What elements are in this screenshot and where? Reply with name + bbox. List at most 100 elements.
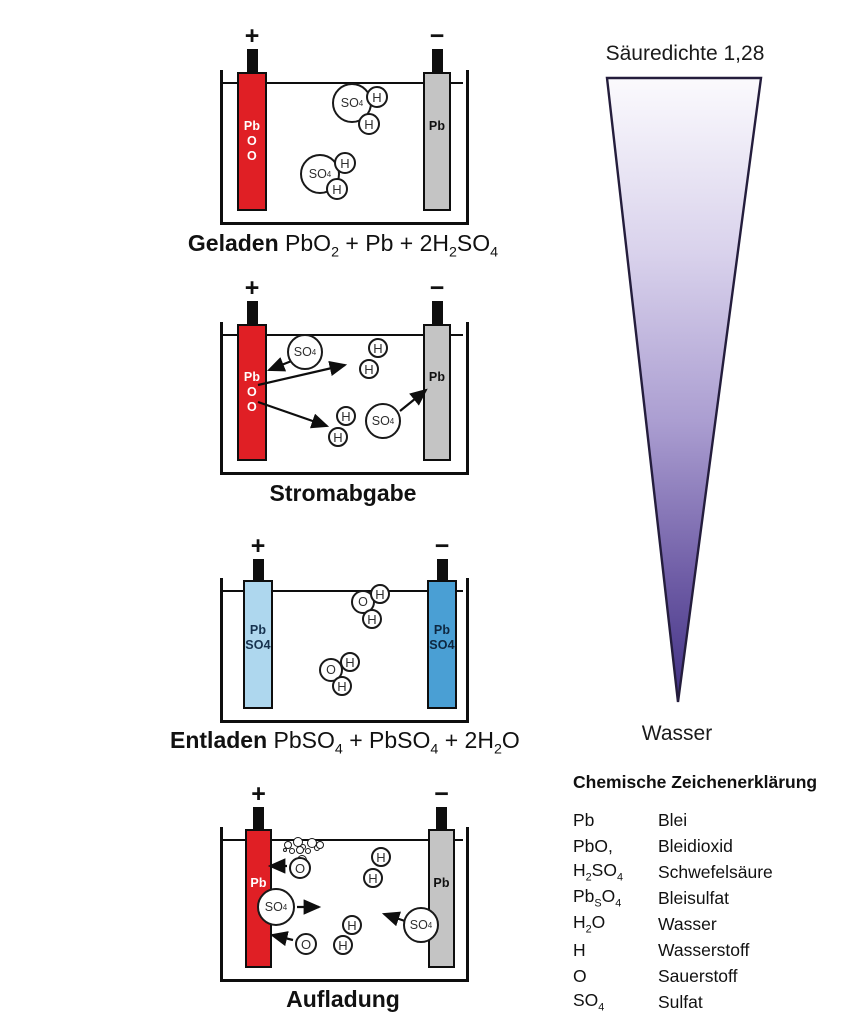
- electrode-label: Pb: [433, 875, 450, 890]
- water-label: Wasser: [641, 722, 713, 745]
- electrode-positive: Pb SO4: [243, 580, 273, 709]
- electrode-negative: Pb: [423, 72, 451, 211]
- electrode-label: Pb SO4: [429, 623, 455, 653]
- legend-row: H Wasserstoff: [573, 937, 833, 963]
- legend-name: Bleisulfat: [658, 887, 730, 908]
- electrode-label: Pb: [250, 875, 267, 890]
- legend-name: Blei: [658, 809, 688, 830]
- legend-row: O Sauerstoff: [573, 963, 833, 989]
- cell-stage-entladen: + Pb SO4− Pb SO4 O H H O H H Entladen PbSO4 + PbSO4…: [170, 534, 520, 767]
- electrode-label: Pb SO4: [245, 623, 271, 653]
- gas-bubble: [283, 848, 287, 852]
- terminal-post: [246, 49, 258, 76]
- molecule-h: H: [333, 935, 353, 955]
- legend-symbol: H2O: [573, 912, 606, 936]
- molecule-so4: SO 4: [403, 907, 439, 943]
- legend-name: Wasserstoff: [658, 939, 750, 960]
- legend-symbol: O: [573, 965, 587, 986]
- molecule-h: H: [359, 359, 379, 379]
- legend-symbol: SO4: [573, 990, 605, 1014]
- electrolyte-surface-line: [223, 82, 463, 85]
- terminal-post: [436, 559, 448, 584]
- molecule-h: H: [371, 847, 391, 867]
- legend-name: Schwefelsäure: [658, 861, 773, 882]
- stage-caption: Stromabgabe: [269, 480, 417, 506]
- terminal-post: [246, 301, 258, 328]
- terminal-post: [431, 49, 443, 76]
- flow-arrow: [257, 360, 348, 387]
- molecule-o: O: [295, 933, 317, 955]
- molecule-h: H: [370, 584, 390, 604]
- legend-row: Pb Blei: [573, 807, 833, 833]
- wedge-shape: [605, 76, 763, 703]
- gas-bubble: [305, 848, 311, 854]
- stage-caption: Aufladung: [286, 986, 400, 1012]
- terminal-post: [431, 301, 443, 328]
- legend-row: PbSO4 Bleisulfat: [573, 885, 833, 911]
- acid-density-gradient-wedge: [605, 76, 763, 703]
- molecule-so4: SO 4: [365, 403, 401, 439]
- legend-symbol: PbSO4: [573, 886, 622, 910]
- minus-terminal-sign: −: [429, 22, 445, 50]
- cell-stage-aufladung: + Pb − Pb O SO 4 O H H H H SO 4 Aufladung: [212, 782, 474, 1024]
- minus-terminal-sign: −: [434, 532, 450, 560]
- cell-stage-geladen: + Pb O O − Pb SO 4 H H SO 4 H H Geladen PbO2 + Pb + 2H…: [188, 24, 498, 270]
- tank: [220, 322, 469, 475]
- legend-name: Wasser: [658, 913, 717, 934]
- ion-flow-arrows: [257, 357, 428, 429]
- flow-arrow: [269, 931, 294, 947]
- molecule-h: H: [366, 86, 388, 108]
- legend-symbol: PbO,: [573, 835, 613, 856]
- plus-terminal-sign: +: [250, 532, 266, 560]
- molecule-so4: SO 4: [257, 888, 295, 926]
- tank: [220, 70, 469, 225]
- molecule-h: H: [342, 915, 362, 935]
- electrolyte-surface-line: [223, 839, 463, 842]
- ion-flow-arrows: [267, 858, 406, 947]
- electrode-label: Pb O O: [243, 369, 261, 414]
- gas-bubble: [289, 848, 295, 854]
- flow-arrow: [399, 388, 428, 412]
- legend-row: H2O Wasser: [573, 911, 833, 937]
- molecule-h: H: [332, 676, 352, 696]
- molecule-so4: SO 4: [287, 334, 323, 370]
- flow-arrow: [257, 400, 330, 429]
- plus-terminal-sign: +: [251, 780, 266, 808]
- molecule-o: O: [289, 857, 311, 879]
- molecule-o: O: [319, 658, 343, 682]
- stage-caption: Geladen PbO2 + Pb + 2H2SO4: [187, 230, 499, 261]
- electrolyte-surface-line: [223, 590, 463, 593]
- molecule-h: H: [368, 338, 388, 358]
- electrode-negative: Pb SO4: [427, 580, 457, 709]
- legend-symbol: Pb: [573, 809, 595, 830]
- legend-title: Chemische Zeichenerklärung: [573, 772, 818, 792]
- gas-bubble: [284, 841, 292, 849]
- molecule-h: H: [326, 178, 348, 200]
- plus-terminal-sign: +: [244, 22, 260, 50]
- electrolyte-surface-line: [223, 334, 463, 337]
- terminal-post: [436, 807, 447, 833]
- molecule-h: H: [328, 427, 348, 447]
- electrode-negative: Pb: [428, 829, 455, 968]
- tank: [220, 578, 469, 723]
- electrode-label: Pb O O: [243, 118, 261, 163]
- terminal-post: [253, 807, 264, 833]
- minus-terminal-sign: −: [429, 274, 445, 302]
- minus-terminal-sign: −: [434, 780, 449, 808]
- cell-stage-stromabgabe: + Pb O O − Pb SO 4 H H H H SO 4 Stromabgabe: [212, 276, 474, 520]
- chemical-legend: Chemische Zeichenerklärung Pb Blei PbO, Ble…: [573, 772, 833, 1015]
- flow-arrow: [381, 911, 406, 927]
- molecule-h: H: [340, 652, 360, 672]
- legend-row: PbO, Bleidioxid: [573, 833, 833, 859]
- legend-name: Bleidioxid: [658, 835, 733, 856]
- gas-bubble: [296, 846, 304, 854]
- molecule-h: H: [362, 609, 382, 629]
- gas-bubble: [316, 841, 324, 849]
- electrode-label: Pb: [428, 118, 446, 133]
- electrode-positive: Pb O O: [237, 72, 267, 211]
- electrode-label: Pb: [428, 369, 446, 384]
- legend-name: Sauerstoff: [658, 965, 738, 986]
- acid-density-title: Säuredichte 1,28: [605, 42, 765, 65]
- legend-rows: Pb Blei PbO, Bleidioxid H2SO4 Schwefelsäure Pb…: [573, 807, 833, 1015]
